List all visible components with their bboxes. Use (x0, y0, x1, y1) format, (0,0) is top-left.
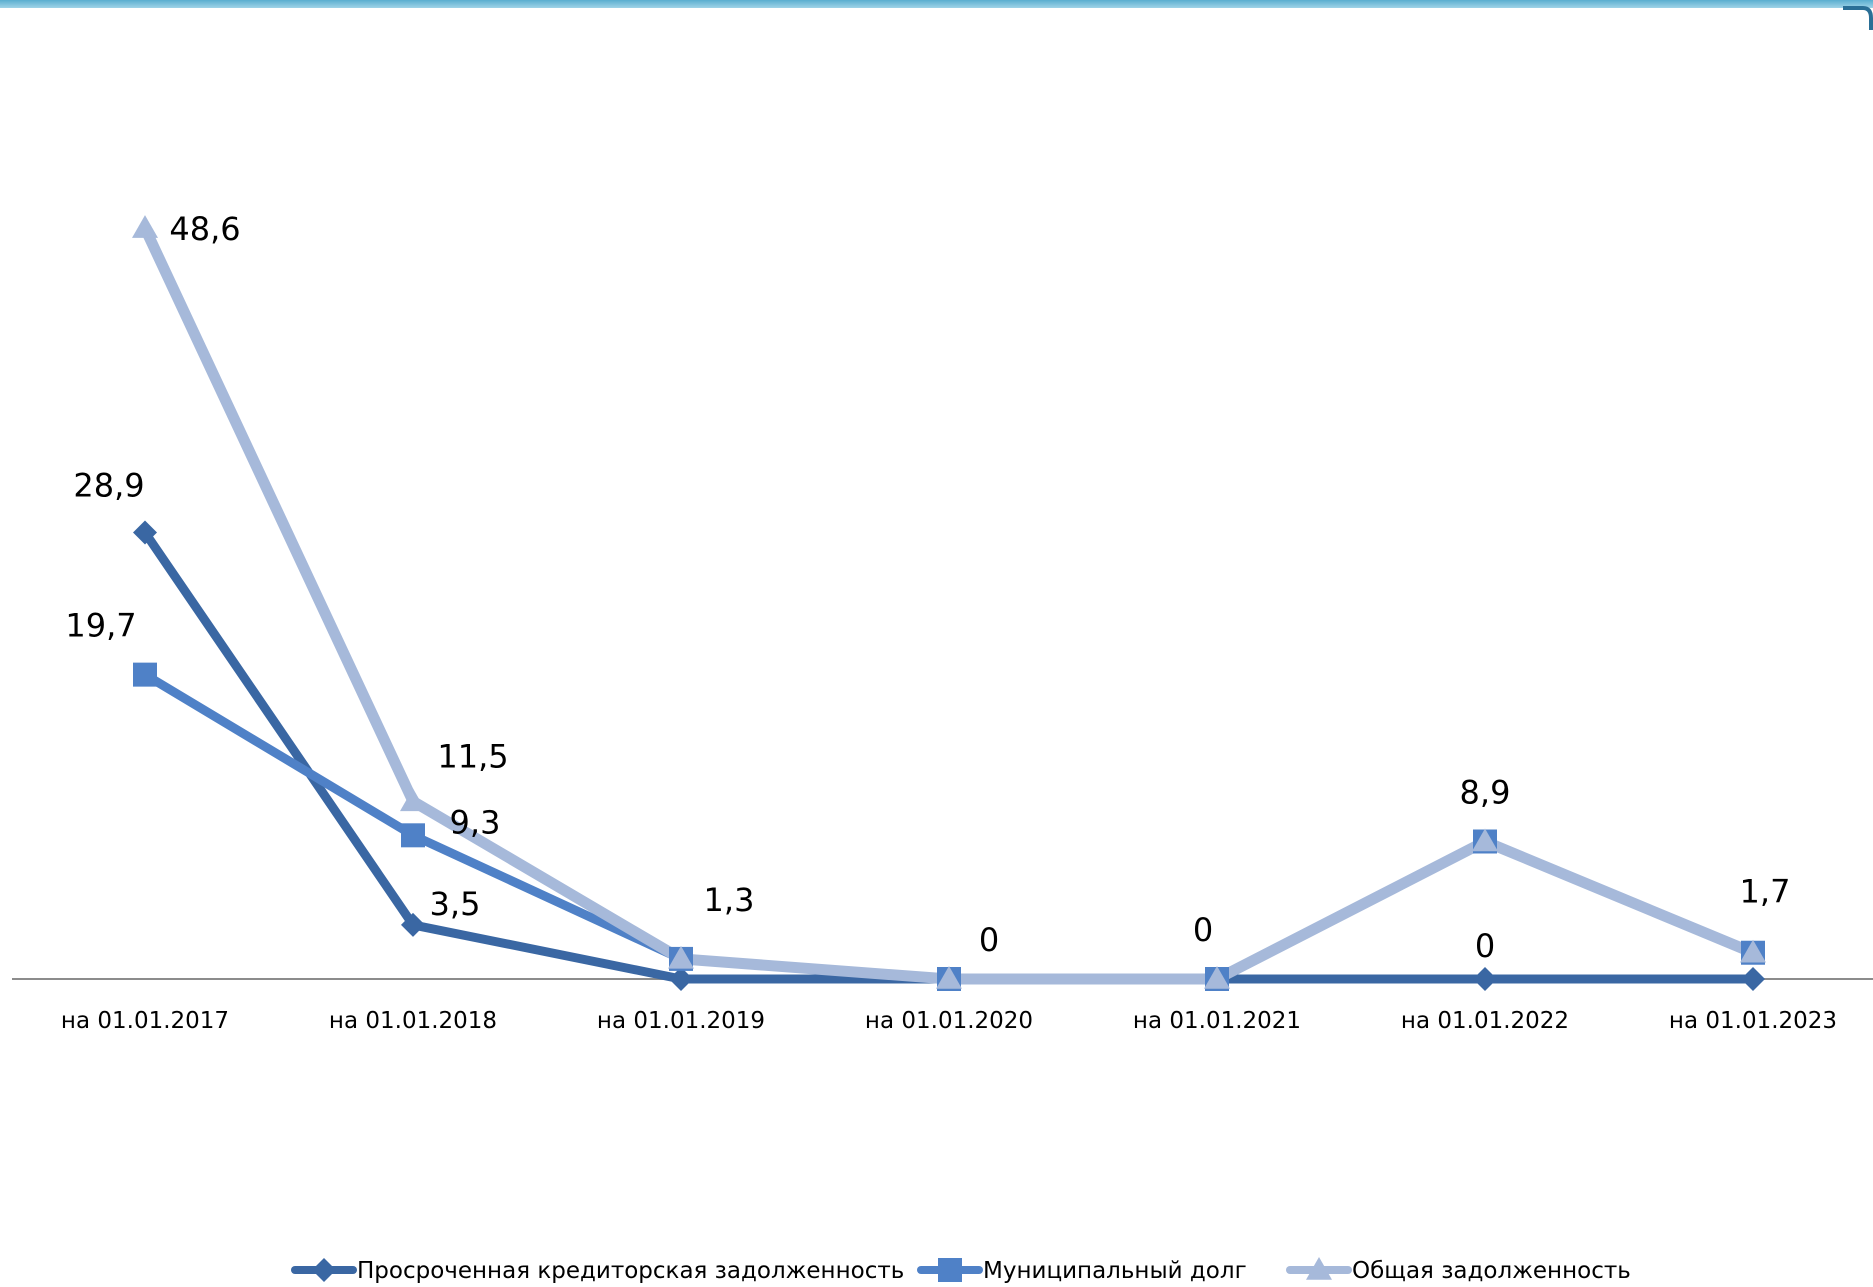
data-label: 0 (979, 921, 999, 959)
data-label: 11,5 (437, 737, 508, 775)
x-tick-label: на 01.01.2017 (61, 1008, 229, 1034)
series-2-point-1 (133, 662, 157, 687)
legend-label: Просроченная кредиторская задолженность (357, 1258, 904, 1284)
series-markers-group (132, 215, 1766, 991)
top-border-rule (0, 0, 1873, 8)
series-line-2 (140, 670, 1758, 984)
data-label: 0 (1193, 911, 1213, 949)
x-tick-label: на 01.01.2022 (1401, 1008, 1569, 1034)
series-1-point-6 (1473, 967, 1497, 991)
series-1-point-2 (401, 912, 425, 937)
series-line-3 (139, 222, 1759, 985)
series-3-point-7 (1740, 939, 1766, 963)
chart-legend: Просроченная кредиторская задолженность М… (291, 1257, 1631, 1284)
x-tick-label: на 01.01.2018 (329, 1008, 497, 1034)
legend-label: Общая задолженность (1352, 1258, 1631, 1284)
data-label: 3,5 (430, 885, 481, 923)
x-axis-tick-labels: на 01.01.2017 на 01.01.2018 на 01.01.2019 н… (61, 1008, 1837, 1034)
data-label: 9,3 (450, 803, 501, 841)
data-labels-group: 28,9 3,5 0 19,7 9,3 48,6 11,5 1,3 0 0 8,9 1,7 (65, 210, 1790, 965)
data-label: 48,6 (169, 210, 240, 248)
legend-marker-square (938, 1258, 962, 1282)
series-1-point-7 (1741, 967, 1765, 991)
data-label: 1,7 (1740, 873, 1791, 911)
series-3-point-4 (936, 966, 962, 989)
series-3-point-5 (1204, 966, 1230, 989)
legend-marker-diamond (312, 1258, 336, 1282)
x-tick-label: на 01.01.2023 (1669, 1008, 1837, 1034)
series-3-point-1 (132, 215, 158, 238)
legend-label: Муниципальный долг (983, 1258, 1247, 1284)
series-3-point-6 (1472, 828, 1498, 852)
x-tick-label: на 01.01.2019 (597, 1008, 765, 1034)
x-tick-label: на 01.01.2021 (1133, 1008, 1301, 1034)
series-1-point-1 (133, 520, 157, 545)
series-3-point-3 (668, 945, 694, 969)
series-1-point-3 (669, 967, 693, 991)
series-2-point-2 (401, 823, 425, 848)
data-label: 1,3 (704, 881, 755, 919)
x-tick-label: на 01.01.2020 (865, 1008, 1033, 1034)
top-border-curl (1843, 6, 1873, 30)
series-3-point-2 (400, 788, 426, 812)
series-lines-group (139, 222, 1759, 985)
data-label: 19,7 (65, 607, 136, 645)
data-label: 28,9 (73, 466, 144, 504)
legend-marker-triangle (1306, 1257, 1332, 1280)
data-label: 8,9 (1460, 773, 1511, 811)
data-label: 0 (1475, 927, 1495, 965)
